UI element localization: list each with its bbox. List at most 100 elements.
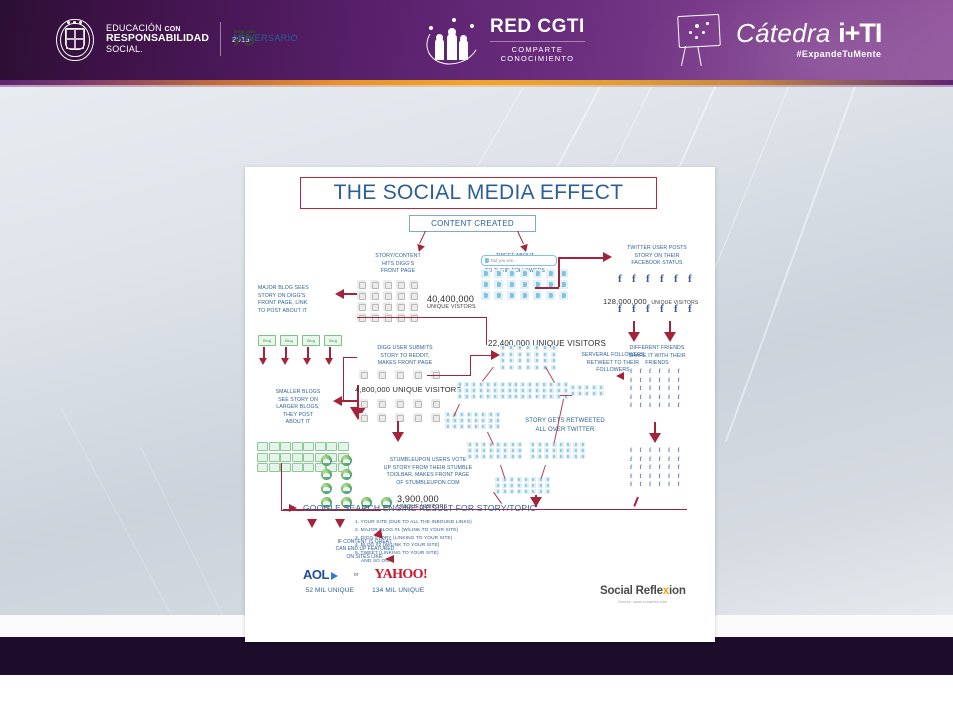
small-blog-box — [291, 452, 303, 462]
small-blog-box — [291, 442, 303, 451]
twitter-mini-icon — [467, 454, 472, 460]
twitter-mini-icon — [459, 412, 465, 417]
twitter-mini-icon — [525, 358, 531, 363]
twitter-mini-icon — [502, 454, 508, 460]
facebook-icon — [632, 273, 639, 286]
facebook-tiny-icon — [640, 377, 644, 385]
stumbleupon-icon — [361, 497, 372, 508]
arrow-fb-down-1 — [633, 321, 635, 333]
facebook-tiny-icon — [630, 447, 634, 455]
twitter-mini-icon — [538, 489, 544, 495]
facebook-tiny-icon — [678, 368, 682, 376]
facebook-tiny-icon — [640, 385, 644, 393]
label-digg-front-page: STORY/CONTENT HITS DIGG'S FRONT PAGE — [375, 253, 421, 275]
facebook-tiny-icon — [640, 402, 644, 410]
arrowhead-major-blog — [335, 289, 344, 299]
facebook-tiny-icon — [678, 456, 682, 464]
twitter-mini-icon — [457, 394, 462, 400]
small-blog-box — [268, 463, 280, 472]
twitter-mini-icon — [530, 442, 535, 447]
facebook-tiny-icon — [659, 473, 663, 481]
facebook-tiny-icon — [630, 377, 634, 385]
twitter-mini-grid-mid — [513, 382, 569, 400]
twitter-mini-icon — [464, 394, 470, 400]
arrow-reddit-to-twitter-v — [470, 355, 472, 376]
small-blog-box — [268, 452, 280, 462]
arrow-tweet-to-fb-v — [558, 257, 560, 287]
twitter-mini-icon — [508, 358, 514, 363]
twitter-mini-icon — [541, 388, 547, 394]
arrow-reddit-to-twitter-h — [427, 375, 471, 377]
twitter-mini-icon — [500, 388, 506, 394]
twitter-mini-icon — [556, 388, 562, 394]
twitter-mini-icon — [551, 448, 557, 454]
educacion-line3: SOCIAL. — [106, 43, 143, 54]
twitter-icon — [481, 280, 490, 289]
twitter-mini-icon — [523, 489, 529, 495]
twitter-mini-icon — [517, 454, 523, 460]
twitter-mini-icon — [580, 448, 586, 454]
twitter-icon — [559, 269, 568, 278]
twitter-mini-icon — [474, 442, 480, 447]
reddit-visitors-text: 4,800,000 UNIQUE VISITORS — [355, 385, 462, 394]
twitter-mini-icon — [548, 394, 554, 400]
arrowhead-blog-2 — [281, 358, 289, 365]
infographic-card: THE SOCIAL MEDIA EFFECT CONTENT CREATED … — [245, 167, 715, 642]
stumbleupon-icon — [321, 483, 332, 494]
small-blog-box — [337, 442, 349, 451]
stumble-visitors-label: UNIQUE VISITORS — [397, 504, 448, 510]
facebook-tiny-icon — [649, 385, 653, 393]
arrow-blog-4 — [329, 347, 331, 359]
twitter-icon — [520, 269, 529, 278]
arrowhead-reddit-to-twitter — [491, 350, 500, 360]
facebook-icon — [660, 303, 667, 316]
twitter-mini-icon — [530, 448, 535, 454]
facebook-icon — [646, 273, 653, 286]
slide-header-band: EDUCACIÓN CON RESPONSABILIDAD SOCIAL. 20… — [0, 0, 953, 80]
reddit-icon — [395, 413, 404, 422]
facebook-tiny-icon — [678, 447, 682, 455]
twitter-mini-icon — [509, 477, 515, 482]
facebook-tiny-grid-1 — [630, 368, 685, 410]
twitter-mini-icon — [508, 345, 514, 350]
arrowhead-blog-4 — [325, 358, 333, 365]
facebook-tiny-icon — [668, 456, 672, 464]
reddit-icon — [431, 399, 440, 408]
twitter-mini-icon — [556, 394, 562, 400]
twitter-mini-icon — [538, 483, 544, 489]
facebook-tiny-icon — [678, 377, 682, 385]
small-blog-box — [291, 463, 303, 472]
facebook-tiny-icon — [668, 447, 672, 455]
red-cgti-title: RED CGTI — [490, 15, 585, 37]
twitter-mini-icon — [584, 385, 590, 390]
twitter-mini-icon — [445, 412, 450, 417]
reddit-icon — [359, 399, 368, 408]
label-digg-reddit: DIGG USER SUBMITS STORY TO REDDIT, MAKES… — [377, 345, 433, 367]
arrow-smallblogs-to-google-v — [281, 463, 283, 511]
digg-icon — [357, 291, 366, 300]
facebook-icon-row-bottom — [618, 303, 701, 316]
facebook-tiny-icon — [630, 481, 634, 489]
twitter-mini-icon — [495, 448, 501, 454]
facebook-tiny-icon — [649, 377, 653, 385]
facebook-tiny-icon — [668, 377, 672, 385]
arrow-digg-to-twitter — [357, 317, 487, 319]
twitter-mini-icon — [517, 448, 523, 454]
twitter-icon — [533, 269, 542, 278]
google-result-item: 2. MAJOR BLOG #1 (W/LINK TO YOUR SITE) — [355, 527, 459, 533]
arrowhead-featured-1 — [307, 519, 317, 528]
twitter-mini-icon — [513, 394, 518, 400]
content-created-box: CONTENT CREATED — [409, 215, 536, 232]
twitter-mini-icon — [492, 382, 498, 387]
twitter-mini-icon — [551, 442, 557, 447]
label-major-blog: MAJOR BLOG SEES STORY ON DIGG'S FRONT PA… — [258, 285, 309, 314]
arrow-smallblogs-to-google-h — [281, 510, 381, 512]
twitter-mini-icon — [542, 345, 548, 350]
twitter-mini-icon — [534, 388, 540, 394]
twitter-icon — [507, 280, 516, 289]
twitter-mini-icon — [551, 454, 557, 460]
twitter-mini-icon — [580, 454, 586, 460]
twitter-mini-icon — [517, 351, 522, 357]
twitter-mini-icon — [481, 454, 487, 460]
facebook-tiny-icon — [649, 368, 653, 376]
